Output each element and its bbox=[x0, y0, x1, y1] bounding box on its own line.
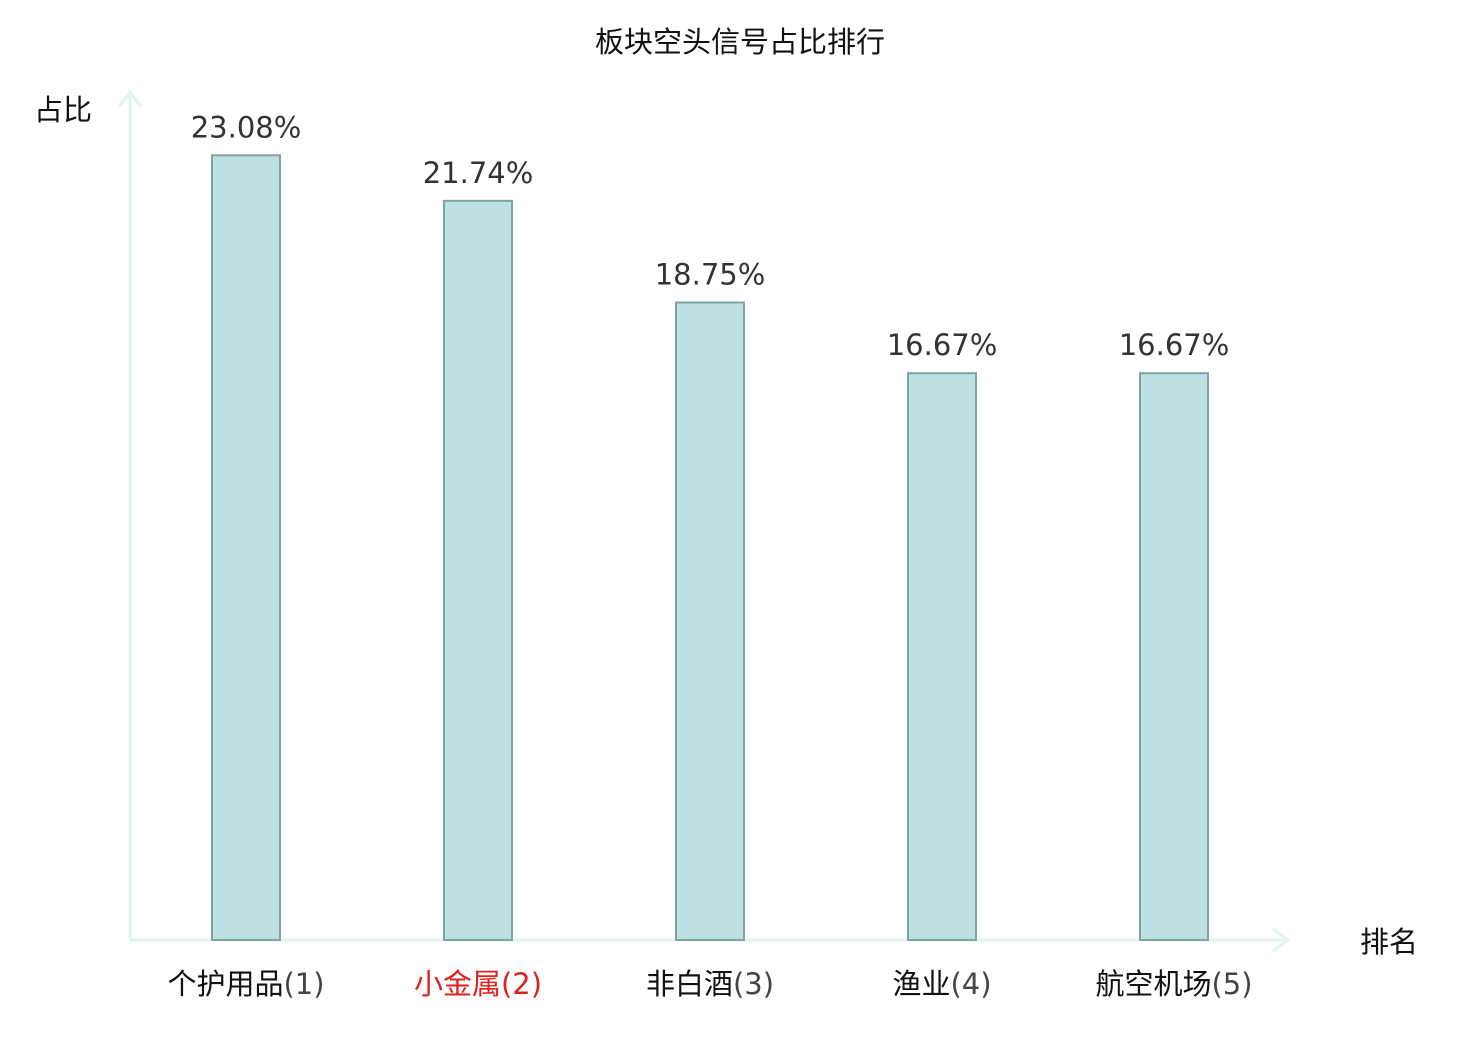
value-label-2: 21.74% bbox=[423, 156, 534, 190]
category-label-1: 个护用品(1) bbox=[167, 967, 324, 1001]
category-name-2: 小金属 bbox=[414, 967, 501, 1001]
category-rank-2: (2) bbox=[501, 967, 542, 1001]
bar-4 bbox=[907, 372, 977, 942]
bar-5 bbox=[1139, 372, 1209, 942]
category-name-5: 航空机场 bbox=[1095, 967, 1211, 1001]
value-label-4: 16.67% bbox=[887, 328, 998, 362]
value-label-1: 23.08% bbox=[191, 110, 302, 144]
chart-title: 板块空头信号占比排行 bbox=[595, 25, 885, 59]
category-label-3: 非白酒(3) bbox=[646, 967, 774, 1001]
bar-1 bbox=[211, 154, 281, 941]
category-rank-5: (5) bbox=[1211, 967, 1252, 1001]
bar-2 bbox=[443, 199, 513, 941]
category-label-2: 小金属(2) bbox=[414, 967, 542, 1001]
category-label-5: 航空机场(5) bbox=[1095, 967, 1252, 1001]
category-labels: 个护用品(1) 小金属(2) 非白酒(3) 渔业(4) 航空机场(5) bbox=[167, 967, 1252, 1001]
bars bbox=[211, 154, 1209, 942]
value-labels: 23.08% 21.74% 18.75% 16.67% 16.67% bbox=[191, 110, 1230, 362]
category-name-3: 非白酒 bbox=[646, 967, 733, 1001]
category-rank-1: (1) bbox=[283, 967, 324, 1001]
x-axis-label: 排名 bbox=[1360, 925, 1418, 959]
bar-3 bbox=[675, 301, 745, 941]
x-axis-arrow bbox=[1272, 927, 1291, 953]
value-label-3: 18.75% bbox=[655, 258, 766, 292]
y-axis-label: 占比 bbox=[34, 93, 92, 127]
category-rank-3: (3) bbox=[733, 967, 774, 1001]
value-label-5: 16.67% bbox=[1119, 328, 1230, 362]
y-axis-arrow bbox=[117, 89, 143, 108]
category-label-4: 渔业(4) bbox=[892, 967, 991, 1001]
category-name-4: 渔业 bbox=[892, 967, 950, 1001]
category-name-1: 个护用品 bbox=[167, 967, 283, 1001]
category-rank-4: (4) bbox=[950, 967, 991, 1001]
